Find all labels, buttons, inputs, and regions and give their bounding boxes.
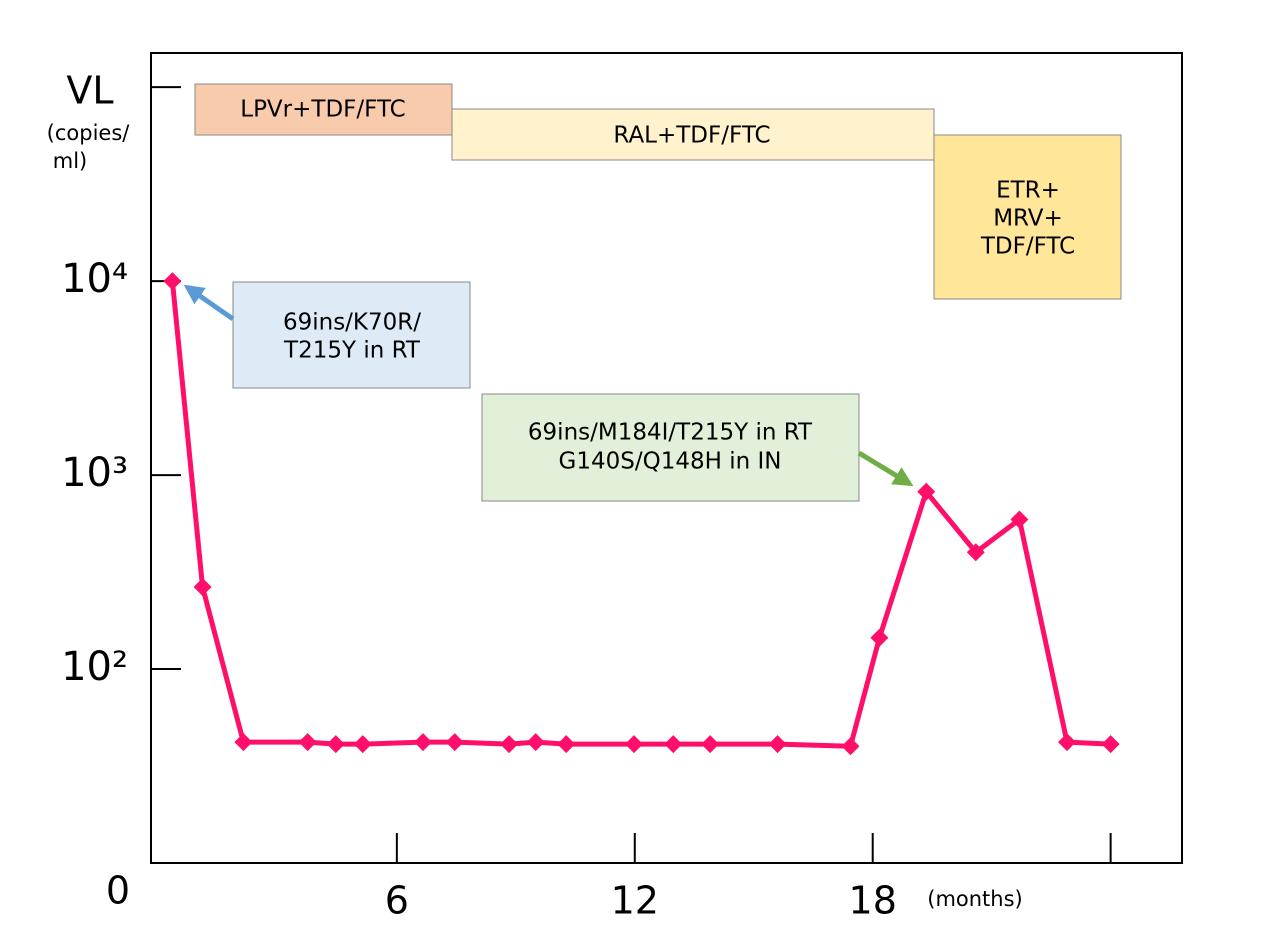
x-tick-label: 18 <box>849 879 897 923</box>
data-point <box>353 735 372 754</box>
data-point <box>1101 735 1120 754</box>
data-point <box>326 735 345 754</box>
arrow <box>183 284 235 322</box>
y-axis-label: ml) <box>53 149 87 173</box>
data-point <box>966 543 985 562</box>
y-axis-label: (copies/ <box>47 121 131 145</box>
data-point <box>557 735 576 754</box>
regimen-label: ETR+ <box>996 178 1060 204</box>
origin-label: 0 <box>106 869 130 913</box>
mutation-label: T215Y in RT <box>283 338 421 364</box>
data-point <box>193 577 212 596</box>
arrow <box>857 450 914 487</box>
y-tick-label: 10² <box>61 644 128 690</box>
y-axis-label: VL <box>66 69 113 113</box>
y-tick-label: 10⁴ <box>61 256 128 302</box>
data-point <box>414 733 433 752</box>
data-point <box>701 735 720 754</box>
regimen-label: TDF/FTC <box>980 234 1075 260</box>
data-point <box>841 737 860 756</box>
mutation-label: G140S/Q148H in IN <box>559 449 782 475</box>
data-line <box>169 280 1111 749</box>
annotations: LPVr+TDF/FTC RAL+TDF/FTC ETR+ MRV+ TDF/F… <box>183 83 1122 502</box>
data-point <box>664 735 683 754</box>
regimen-box <box>194 83 453 136</box>
mutation-box <box>481 393 860 502</box>
data-point <box>917 482 936 501</box>
data-point <box>500 735 519 754</box>
regimen-label: MRV+ <box>993 206 1063 232</box>
data-point <box>526 733 545 752</box>
regimen-box <box>933 134 1122 300</box>
data-point <box>298 733 317 752</box>
x-tick-label: 6 <box>385 879 409 923</box>
mutation-box <box>232 281 471 389</box>
mutation-label: 69ins/M184I/T215Y in RT <box>528 420 813 446</box>
regimen-box <box>451 108 935 161</box>
data-point <box>768 735 787 754</box>
plot-frame <box>150 52 1183 864</box>
y-tick-label: 10³ <box>61 450 128 496</box>
data-point <box>1058 733 1077 752</box>
x-axis-label: (months) <box>927 887 1022 911</box>
data-point <box>163 272 182 291</box>
data-point <box>445 733 464 752</box>
data-point <box>1010 510 1029 529</box>
x-tick-label: 12 <box>611 879 659 923</box>
data-point <box>624 735 643 754</box>
data-point <box>870 628 889 647</box>
data-point <box>234 733 253 752</box>
regimen-label: LPVr+TDF/FTC <box>240 97 405 123</box>
mutation-label: 69ins/K70R/ <box>283 310 421 336</box>
regimen-label: RAL+TDF/FTC <box>613 123 770 149</box>
